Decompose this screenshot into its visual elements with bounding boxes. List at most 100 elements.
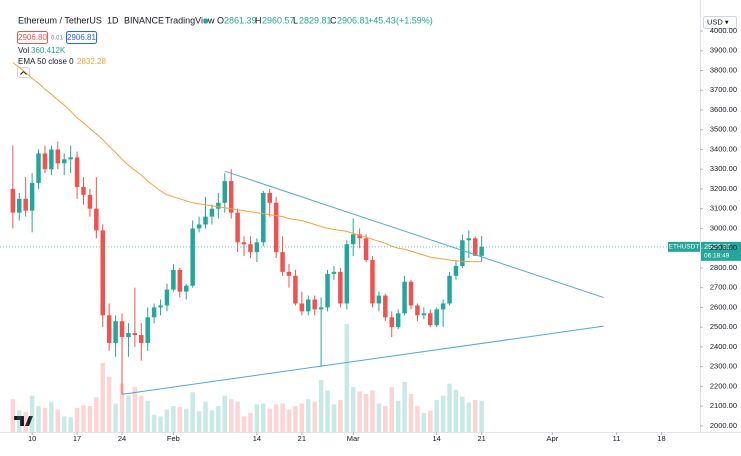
- volume-bar: [74, 407, 80, 432]
- volume-bar: [389, 387, 394, 432]
- candle-body: [261, 192, 266, 243]
- volume-bar: [100, 362, 105, 432]
- candle-body: [94, 208, 99, 231]
- ema-value: 2832.28: [77, 57, 106, 66]
- volume-bar: [203, 401, 208, 432]
- x-tick-label: 11: [613, 434, 621, 443]
- buy-box[interactable]: [66, 31, 97, 44]
- y-tick-label: 3700.00: [710, 85, 737, 94]
- volume-bar: [460, 396, 465, 432]
- volume-bar: [293, 406, 298, 432]
- volume-bar: [383, 406, 388, 432]
- candle-body: [222, 181, 228, 203]
- candle-body: [23, 198, 28, 211]
- volume-bar: [94, 397, 99, 432]
- candle-body: [280, 252, 285, 272]
- volume-bar: [216, 406, 221, 432]
- y-tick-label: 2600.00: [710, 302, 737, 311]
- volume-bar: [17, 410, 22, 432]
- candle-body: [267, 192, 272, 203]
- candle-body: [29, 183, 35, 211]
- volume-bar: [209, 410, 215, 432]
- candle-body: [42, 153, 48, 170]
- buy-price[interactable]: 2906.81: [67, 33, 96, 42]
- candle-body: [293, 275, 298, 304]
- volume-bar: [306, 399, 311, 432]
- volume-bar: [434, 400, 439, 432]
- symbol[interactable]: Ethereum / TetherUS: [18, 15, 102, 25]
- candle-body: [389, 317, 394, 328]
- volume-bar: [222, 395, 228, 432]
- y-tick-label: 2300.00: [710, 362, 737, 371]
- collapse-button[interactable]: [17, 67, 30, 78]
- sell-price[interactable]: 2906.80: [18, 33, 47, 42]
- candle-body: [248, 244, 253, 253]
- volume-bar: [183, 408, 189, 432]
- volume-bar: [370, 390, 375, 432]
- volume-bar: [171, 406, 176, 432]
- volume-bar: [49, 401, 54, 432]
- candle-body: [132, 333, 138, 336]
- candle-body: [209, 208, 215, 217]
- candle-body: [383, 295, 388, 318]
- volume-bar: [440, 395, 446, 432]
- volume-bar: [286, 409, 292, 432]
- x-tick-label: 10: [28, 434, 36, 443]
- volume-bar: [248, 412, 253, 432]
- candle-body: [350, 234, 356, 245]
- candle-body: [453, 265, 459, 276]
- volume-bar: [472, 400, 478, 432]
- candle-body: [119, 321, 125, 338]
- volume-bar: [325, 390, 330, 432]
- x-tick-label: 17: [73, 434, 81, 443]
- low-label: L: [293, 15, 298, 25]
- volume-bar: [55, 409, 61, 432]
- candle-body: [139, 335, 144, 343]
- currency[interactable]: USD ▾: [707, 17, 729, 26]
- candle-body: [203, 216, 208, 225]
- candle-body: [376, 295, 382, 304]
- volume-bar: [357, 391, 362, 432]
- candle-body: [171, 269, 176, 290]
- currency-box[interactable]: [703, 16, 737, 29]
- candle-body: [312, 299, 317, 310]
- volume-bar: [68, 417, 73, 432]
- volume-bar: [363, 393, 369, 432]
- sell-box[interactable]: [17, 31, 48, 44]
- volume-bar: [228, 399, 234, 432]
- low: 2829.81: [299, 15, 332, 25]
- volume-bar: [119, 383, 125, 432]
- volume-bar: [42, 407, 48, 432]
- candle-body: [299, 303, 305, 312]
- x-tick-label: 18: [657, 434, 665, 443]
- candle-body: [447, 275, 452, 304]
- volume-bar: [177, 406, 183, 432]
- candle-body: [466, 238, 472, 241]
- y-tick-label: 3200.00: [710, 184, 737, 193]
- candle-body: [415, 305, 420, 316]
- y-tick-label: 3600.00: [710, 105, 737, 114]
- candle-body: [460, 240, 465, 266]
- candle-body: [81, 186, 86, 195]
- exchange: BINANCE: [124, 15, 164, 25]
- vol-value: 360.412K: [31, 46, 66, 55]
- candle-body: [434, 309, 439, 326]
- candle-body: [87, 194, 93, 209]
- volume-bar: [344, 324, 350, 432]
- candle-body: [10, 188, 16, 213]
- y-tick-label: 3300.00: [710, 164, 737, 173]
- x-tick-label: 14: [433, 434, 441, 443]
- volume-bar: [299, 403, 305, 432]
- volume-bar: [196, 411, 202, 432]
- candle-body: [472, 238, 478, 256]
- x-tick-label: 24: [118, 434, 126, 443]
- volume-bar: [235, 401, 240, 432]
- volume-bar: [415, 406, 420, 432]
- volume-bar: [273, 404, 279, 432]
- candle-body: [428, 313, 433, 326]
- volume-bar: [261, 403, 266, 432]
- x-tick-label: 14: [253, 434, 261, 443]
- candle-body: [235, 212, 240, 243]
- spread: 0.01: [51, 36, 63, 42]
